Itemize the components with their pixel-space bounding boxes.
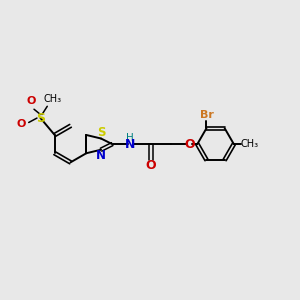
- Text: Br: Br: [200, 110, 213, 120]
- Text: O: O: [27, 96, 36, 106]
- Text: S: S: [36, 112, 45, 124]
- Text: N: N: [96, 149, 106, 162]
- Text: O: O: [17, 119, 26, 129]
- Text: S: S: [97, 126, 105, 139]
- Text: H: H: [126, 133, 134, 143]
- Text: O: O: [146, 159, 156, 172]
- Text: CH₃: CH₃: [240, 139, 259, 149]
- Text: N: N: [125, 138, 135, 151]
- Text: O: O: [184, 138, 195, 151]
- Text: CH₃: CH₃: [43, 94, 61, 104]
